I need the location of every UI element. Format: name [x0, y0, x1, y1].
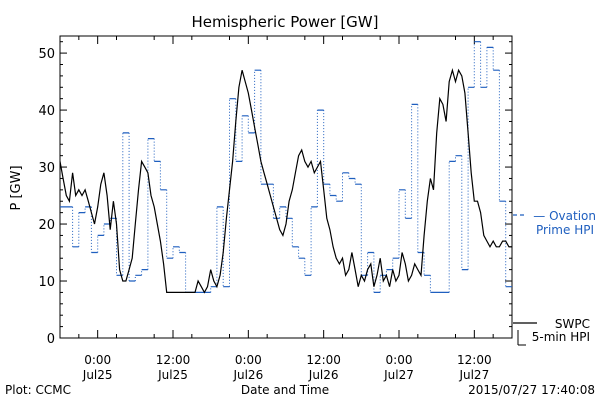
plot-frame: [59, 35, 513, 339]
legend-ovation-label-line1: — Ovation: [533, 209, 596, 223]
footer-credit: Plot: CCMC: [5, 383, 71, 397]
x-tick-time-label: 0:00: [235, 353, 262, 367]
x-tick-time-label: 12:00: [457, 353, 492, 367]
x-tick-date-label: Jul25: [157, 368, 188, 382]
y-axis-label: P [GW]: [9, 165, 24, 210]
ovation-step-levels: [60, 41, 512, 293]
x-tick-time-label: 0:00: [386, 353, 413, 367]
x-tick-time-label: 12:00: [306, 353, 341, 367]
ovation-step-transitions: [72, 41, 507, 293]
x-tick-date-label: Jul27: [383, 368, 414, 382]
x-tick-date-label: Jul27: [458, 368, 489, 382]
plot-area: 010203040500:00Jul2512:00Jul250:00Jul261…: [38, 35, 513, 382]
x-tick-date-label: Jul26: [308, 368, 339, 382]
chart-title: Hemispheric Power [GW]: [192, 13, 379, 31]
y-tick-label: 40: [38, 104, 55, 119]
y-tick-label: 50: [38, 47, 55, 62]
x-tick-date-label: Jul26: [232, 368, 263, 382]
y-tick-label: 30: [38, 161, 55, 176]
x-tick-date-label: Jul25: [82, 368, 113, 382]
y-tick-label: 0: [47, 332, 55, 347]
y-tick-label: 20: [38, 218, 55, 233]
footer-timestamp: 2015/07/27 17:40:08: [468, 383, 595, 397]
legend-swpc-label-line1: SWPC: [555, 317, 590, 331]
x-tick-time-label: 12:00: [156, 353, 191, 367]
x-axis-label: Date and Time: [241, 383, 329, 397]
legend-ovation-label-line2: Prime HPI: [536, 223, 594, 237]
y-tick-label: 10: [38, 275, 55, 290]
swpc-hpi-line: [59, 67, 512, 294]
legend-swpc-label-line2: 5-min HPI: [532, 330, 590, 344]
x-tick-time-label: 0:00: [84, 353, 111, 367]
